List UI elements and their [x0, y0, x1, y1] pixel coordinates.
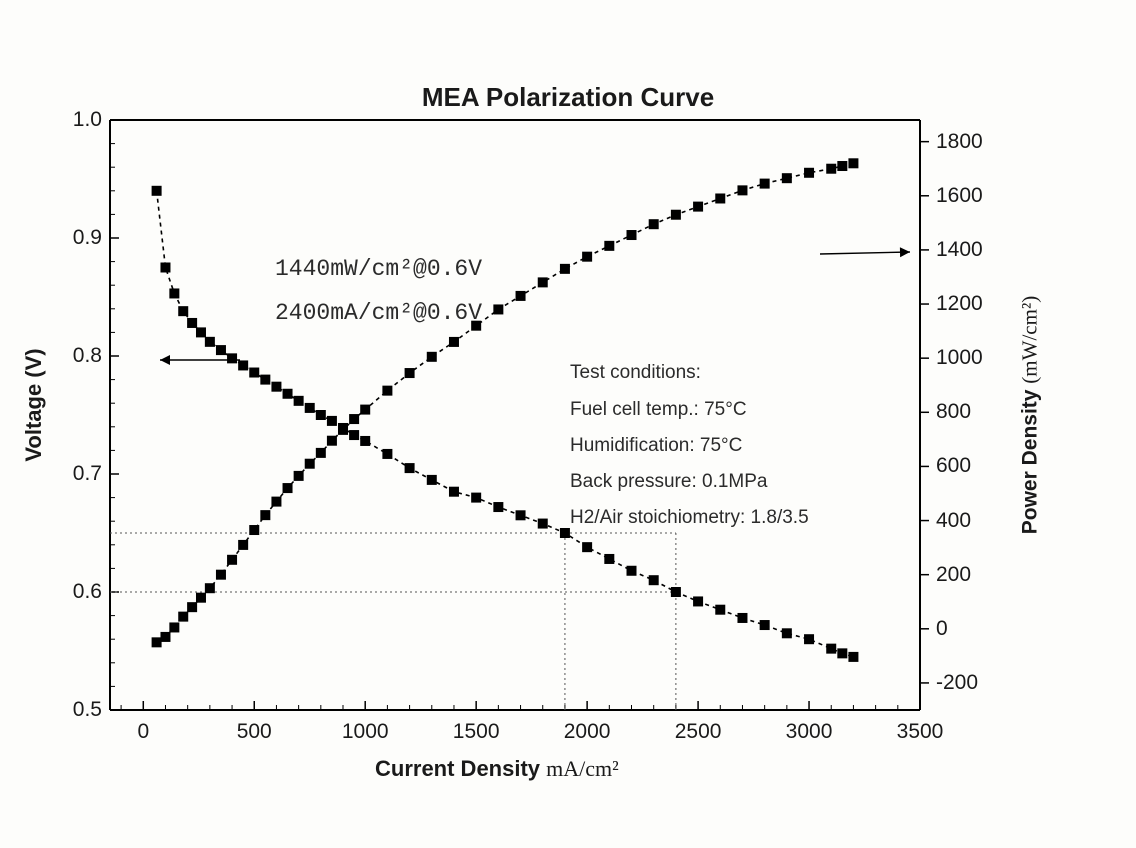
yL-tick-label: 0.6 [60, 580, 102, 604]
x-tick-label: 1500 [451, 720, 501, 744]
x-tick-label: 0 [118, 720, 168, 744]
yR-tick-label: 800 [936, 400, 971, 424]
annotation-power-at-0p6v: 1440mW/cm²@0.6V [275, 256, 482, 282]
yR-tick-label: 600 [936, 454, 971, 478]
conditions-line: H2/Air stoichiometry: 1.8/3.5 [570, 500, 809, 536]
x-tick-label: 500 [229, 720, 279, 744]
test-conditions-box: Test conditions: Fuel cell temp.: 75°CHum… [570, 362, 809, 536]
yL-tick-label: 1.0 [60, 108, 102, 132]
x-tick-label: 2000 [562, 720, 612, 744]
conditions-line: Fuel cell temp.: 75°C [570, 392, 809, 428]
yR-tick-label: -200 [936, 671, 978, 695]
annotation-current-at-0p6v: 2400mA/cm²@0.6V [275, 300, 482, 326]
x-tick-label: 3000 [784, 720, 834, 744]
chart-title: MEA Polarization Curve [0, 82, 1136, 113]
yR-tick-label: 200 [936, 563, 971, 587]
yL-tick-label: 0.9 [60, 226, 102, 250]
yR-tick-label: 1000 [936, 346, 983, 370]
yR-tick-label: 1200 [936, 292, 983, 316]
yR-tick-label: 1800 [936, 130, 983, 154]
yR-tick-label: 1600 [936, 184, 983, 208]
yL-tick-label: 0.7 [60, 462, 102, 486]
yL-tick-label: 0.5 [60, 698, 102, 722]
yL-tick-label: 0.8 [60, 344, 102, 368]
yR-tick-label: 1400 [936, 238, 983, 262]
y-right-axis-label: Power Density (mW/cm²) [1018, 296, 1043, 535]
x-axis-label: Current Density mA/cm² [375, 756, 619, 782]
y-left-axis-label: Voltage (V) [21, 348, 47, 461]
x-tick-label: 3500 [895, 720, 945, 744]
conditions-line: Humidification: 75°C [570, 428, 809, 464]
x-tick-label: 2500 [673, 720, 723, 744]
x-tick-label: 1000 [340, 720, 390, 744]
yR-tick-label: 400 [936, 509, 971, 533]
conditions-header: Test conditions: [570, 362, 809, 384]
yR-tick-label: 0 [936, 617, 948, 641]
conditions-line: Back pressure: 0.1MPa [570, 464, 809, 500]
